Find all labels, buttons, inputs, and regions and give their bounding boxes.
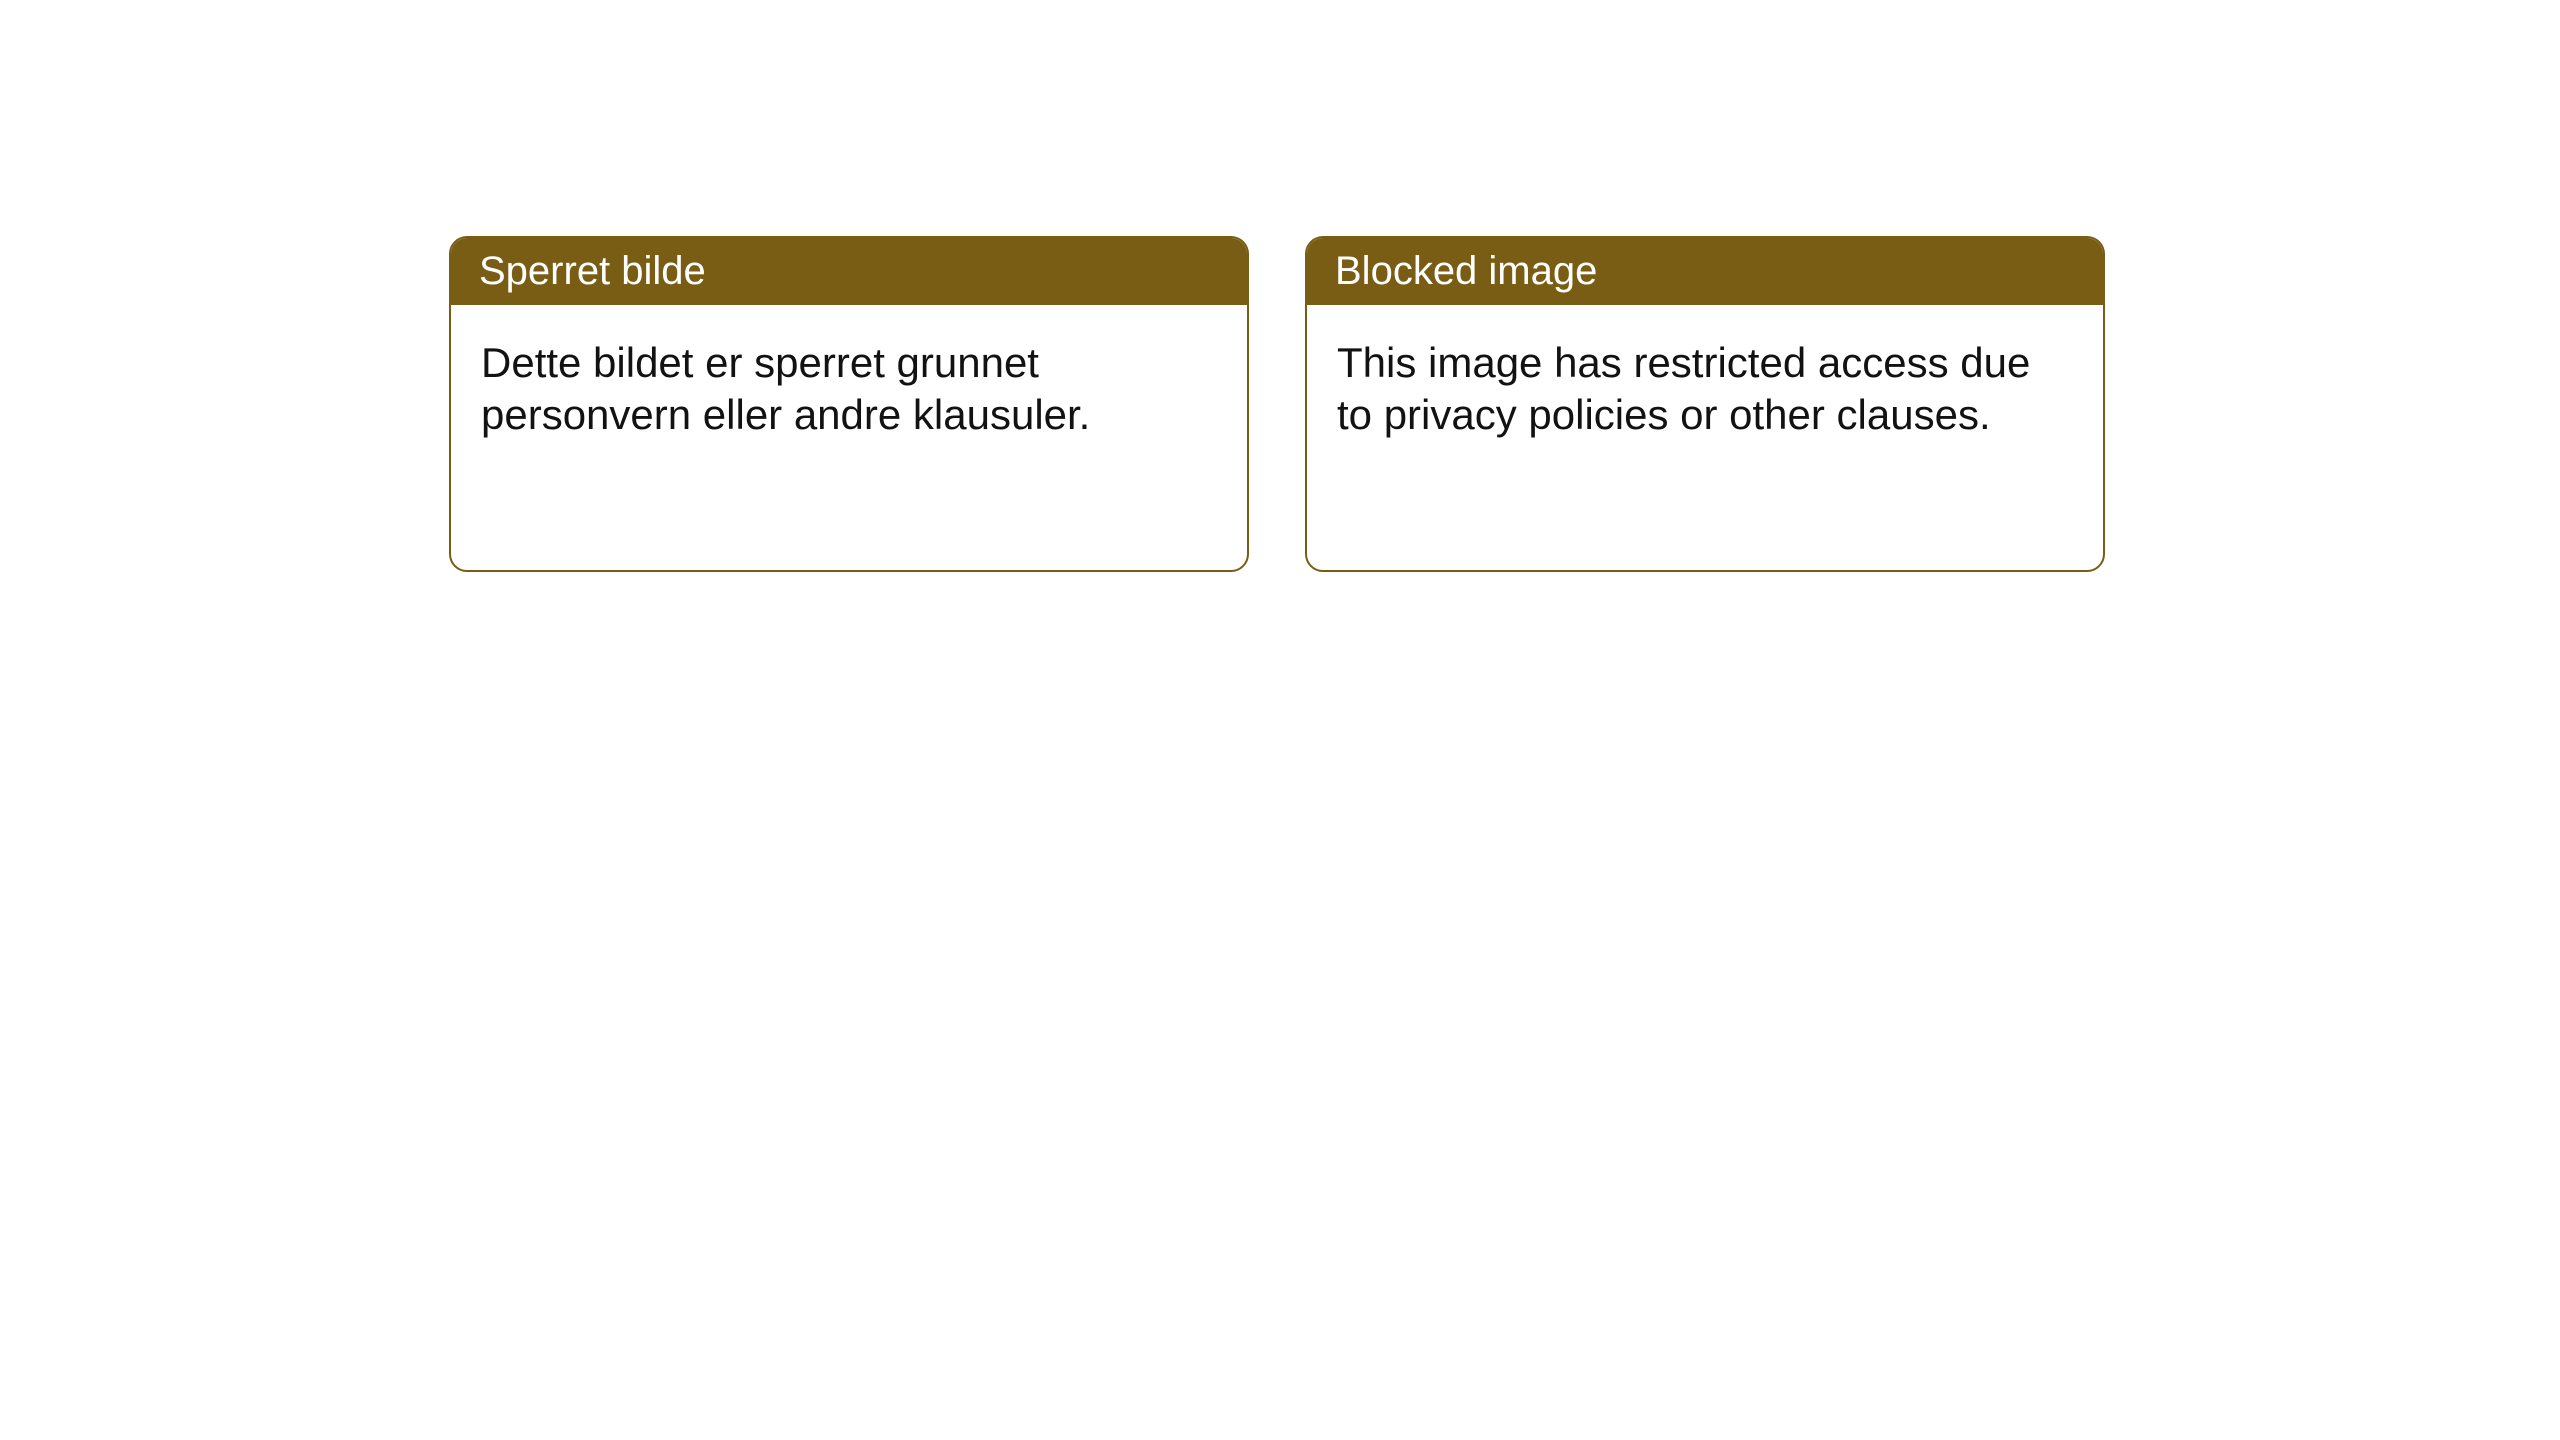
notice-header-norwegian: Sperret bilde: [451, 238, 1247, 305]
notice-body-english: This image has restricted access due to …: [1307, 305, 2103, 473]
notice-card-norwegian: Sperret bilde Dette bildet er sperret gr…: [449, 236, 1249, 572]
notice-body-norwegian: Dette bildet er sperret grunnet personve…: [451, 305, 1247, 473]
notice-card-english: Blocked image This image has restricted …: [1305, 236, 2105, 572]
blocked-image-notice-container: Sperret bilde Dette bildet er sperret gr…: [449, 236, 2105, 572]
notice-header-english: Blocked image: [1307, 238, 2103, 305]
